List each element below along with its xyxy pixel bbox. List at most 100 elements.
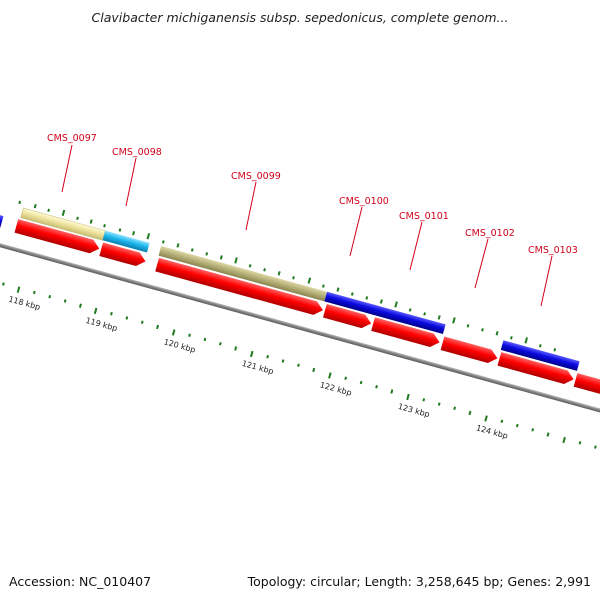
kbp-label: 121 kbp [241, 359, 275, 376]
outer-tick-row [18, 200, 557, 352]
tick-minor [78, 303, 82, 308]
tick-minor [281, 359, 285, 363]
tick-minor [546, 432, 550, 437]
leader-line [61, 144, 73, 193]
tick-minor [205, 252, 209, 256]
tick-minor [263, 268, 266, 272]
tick-major [524, 337, 529, 344]
feature-blue[interactable] [324, 291, 377, 315]
tick-major [93, 307, 98, 315]
leader-line [125, 157, 137, 207]
tick-minor [266, 355, 269, 359]
tick-minor [234, 346, 238, 351]
feature-khaki[interactable] [20, 207, 106, 241]
tick-minor [578, 441, 582, 445]
tick-minor [176, 243, 180, 248]
tick-minor [437, 315, 441, 320]
tick-minor [322, 284, 325, 288]
tick-minor [140, 320, 144, 324]
tick-minor [510, 336, 513, 340]
tick-minor [495, 331, 499, 336]
tick-minor [292, 276, 295, 280]
tick-minor [190, 248, 194, 252]
cds-arrow[interactable] [497, 352, 576, 386]
gene-label[interactable]: CMS_0101 [399, 211, 449, 222]
tick-minor [47, 208, 50, 213]
tick-minor [110, 312, 113, 316]
tick-minor [344, 376, 348, 380]
feature-row-outer [0, 207, 580, 371]
tick-minor [277, 271, 281, 276]
tick-minor [203, 337, 207, 342]
cds-arrow[interactable] [573, 373, 600, 405]
tick-minor [390, 389, 394, 394]
gene-label[interactable]: CMS_0099 [231, 171, 281, 182]
kbp-label: 124 kbp [475, 423, 509, 440]
tick-minor [500, 419, 504, 423]
tick-minor [33, 203, 37, 209]
tick-minor [219, 255, 223, 260]
cds-row [14, 219, 600, 405]
tick-major [146, 233, 151, 240]
cds-arrow[interactable] [371, 317, 441, 349]
cds-arrow[interactable] [14, 219, 101, 255]
tick-major [16, 286, 21, 293]
kbp-label: 119 kbp [85, 316, 119, 333]
tick-minor [161, 240, 165, 244]
kbp-label: 123 kbp [397, 402, 431, 419]
tick-minor [32, 290, 36, 295]
tick-minor [408, 308, 412, 312]
gene-label[interactable]: CMS_0100 [339, 196, 389, 207]
tick-minor [375, 385, 378, 389]
tick-minor [312, 367, 316, 373]
map-title: Clavibacter michiganensis subsp. sepedon… [91, 10, 509, 25]
tick-minor [103, 224, 106, 228]
feature-blue[interactable] [0, 214, 4, 228]
tick-major [328, 372, 332, 379]
lower-tick-row [2, 282, 597, 449]
cds-arrow[interactable] [323, 304, 373, 330]
tick-minor [188, 333, 191, 337]
tick-major [307, 277, 312, 284]
accession-text: Accession: NC_010407 [9, 574, 152, 589]
kbp-label: 118 kbp [7, 295, 41, 312]
tick-major [562, 436, 566, 444]
feature-blue[interactable] [500, 340, 580, 371]
cds-arrow[interactable] [99, 242, 147, 268]
tick-minor [63, 299, 67, 303]
feature-blue[interactable] [371, 304, 446, 335]
tick-major [234, 257, 238, 264]
cds-arrow[interactable] [440, 336, 500, 365]
gene-label[interactable]: CMS_0098 [112, 147, 162, 158]
feature-cyan[interactable] [102, 230, 150, 253]
tick-minor [422, 398, 426, 402]
gene-label[interactable]: CMS_0097 [47, 133, 97, 144]
tick-major [484, 415, 488, 422]
tick-minor [437, 402, 441, 406]
tick-minor [132, 231, 136, 236]
tick-minor [156, 324, 160, 330]
cds-arrow[interactable] [155, 257, 325, 317]
feature-olive[interactable] [158, 246, 328, 302]
leader-line [245, 181, 257, 231]
tick-minor [336, 287, 340, 292]
label-leaders [61, 144, 553, 307]
tick-minor [531, 428, 535, 432]
tick-minor [515, 423, 519, 428]
genome-backbone [0, 237, 600, 423]
tick-minor [538, 344, 542, 348]
genome-summary-text: Topology: circular; Length: 3,258,645 bp… [247, 574, 591, 589]
tick-minor [423, 312, 426, 316]
tick-minor [350, 292, 354, 296]
tick-major [406, 393, 410, 401]
tick-minor [89, 219, 93, 224]
tick-minor [453, 406, 456, 410]
tick-minor [481, 328, 484, 332]
tick-minor [359, 380, 363, 385]
gene-label[interactable]: CMS_0103 [528, 245, 578, 256]
tick-minor [76, 216, 79, 221]
leader-line [540, 255, 553, 307]
gene-label[interactable]: CMS_0102 [465, 228, 515, 239]
tick-minor [218, 342, 222, 346]
